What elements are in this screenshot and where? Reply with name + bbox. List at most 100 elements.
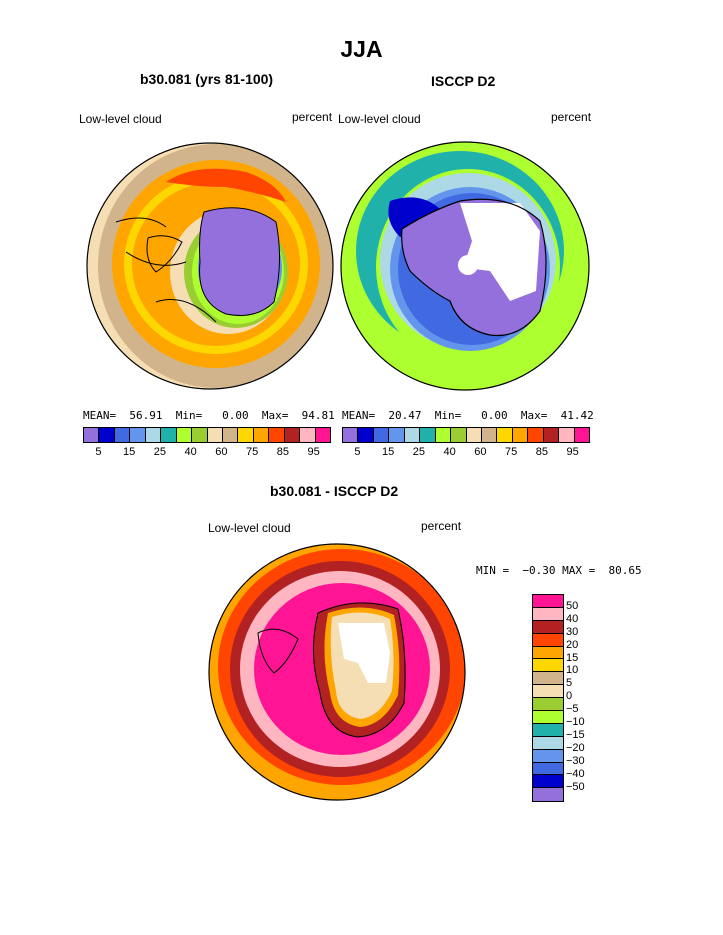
coastline [313, 602, 406, 738]
colorbar-swatch [238, 428, 254, 442]
colorbar-label: 75 [505, 446, 518, 458]
colorbar-label: 0 [566, 690, 573, 703]
colorbar-swatch [533, 749, 563, 763]
colorbar-swatch [222, 428, 239, 442]
colorbar-label: 25 [153, 446, 166, 458]
colorbar-swatch [343, 428, 359, 442]
diff-map-title: b30.081 - ISCCP D2 [270, 483, 399, 499]
colorbar-swatch [533, 620, 563, 634]
colorbar-swatch [420, 428, 436, 442]
colorbar-label: −50 [566, 780, 585, 793]
left-units-label: percent [292, 110, 333, 124]
colorbar-label: 15 [382, 446, 395, 458]
colorbar-swatch [358, 428, 374, 442]
left-colorbar-labels: 5 15 25 40 60 75 85 95 [83, 446, 329, 460]
missing-data [460, 203, 540, 301]
right-variable-label: Low-level cloud [338, 112, 421, 126]
peninsula-coast [146, 235, 183, 273]
colorbar-swatch [512, 428, 529, 442]
colorbar-label: 85 [276, 446, 289, 458]
colorbar-label: 40 [184, 446, 197, 458]
colorbar-label: −5 [566, 703, 579, 716]
colorbar-swatch [533, 698, 563, 712]
missing-data [338, 623, 390, 683]
colorbar-swatch [533, 723, 563, 737]
red-patch [166, 168, 286, 202]
diff-stats: MIN = −0.30 MAX = 80.65 [476, 564, 642, 577]
colorbar-label: 30 [566, 625, 579, 638]
colorbar-label: 40 [443, 446, 456, 458]
colorbar-label: 15 [123, 446, 136, 458]
diff-colorbar [532, 594, 564, 803]
coastline [401, 198, 547, 337]
colorbar-label: 85 [535, 446, 548, 458]
right-colorbar-labels: 5 15 25 40 60 75 85 95 [342, 446, 588, 460]
page-title: JJA [340, 36, 383, 62]
colorbar-swatch [533, 762, 563, 776]
colorbar-swatch [528, 428, 544, 442]
right-stats: MEAN= 20.47 Min= 0.00 Max= 41.42 [342, 409, 594, 422]
colorbar-swatch [192, 428, 208, 442]
colorbar-swatch [533, 607, 563, 621]
colorbar-swatch [533, 646, 563, 660]
colorbar-label: 5 [566, 677, 573, 690]
colorbar-label: 75 [246, 446, 259, 458]
right-polar-map [340, 141, 590, 391]
colorbar-label: 95 [307, 446, 320, 458]
diff-variable-label: Low-level cloud [208, 521, 291, 535]
colorbar-swatch [404, 428, 421, 442]
colorbar-swatch [284, 428, 301, 442]
left-colorbar [83, 427, 331, 443]
colorbar-swatch [176, 428, 193, 442]
colorbar-label: 40 [566, 612, 579, 625]
left-variable-label: Low-level cloud [79, 112, 162, 126]
colorbar-label: −40 [566, 767, 585, 780]
colorbar-swatch [533, 736, 563, 750]
colorbar-swatch [145, 428, 162, 442]
colorbar-label: −20 [566, 741, 585, 754]
colorbar-swatch [481, 428, 498, 442]
peninsula-coast [257, 628, 299, 674]
colorbar-label: 60 [215, 446, 228, 458]
right-colorbar [342, 427, 590, 443]
colorbar-swatch [574, 428, 589, 442]
left-polar-map [86, 142, 334, 390]
colorbar-swatch [533, 672, 563, 686]
colorbar-swatch [543, 428, 560, 442]
colorbar-label: 5 [354, 446, 361, 458]
colorbar-swatch [451, 428, 467, 442]
diff-colorbar-labels: 50 40 30 20 15 10 5 0 −5 −10 −15 −20 −30 −40 −50 [566, 594, 606, 804]
colorbar-label: 20 [566, 638, 579, 651]
colorbar-swatch [466, 428, 482, 442]
colorbar-swatch [253, 428, 270, 442]
colorbar-swatch [315, 428, 330, 442]
colorbar-swatch [533, 775, 563, 789]
colorbar-label: 5 [95, 446, 102, 458]
coastline [199, 207, 281, 316]
colorbar-label: 25 [412, 446, 425, 458]
colorbar-swatch [533, 685, 563, 699]
colorbar-swatch [389, 428, 405, 442]
colorbar-swatch [84, 428, 100, 442]
colorbar-swatch [114, 428, 131, 442]
colorbar-label: 60 [474, 446, 487, 458]
diff-polar-map [208, 543, 466, 801]
colorbar-swatch [300, 428, 316, 442]
colorbar-swatch [533, 711, 563, 724]
colorbar-swatch [559, 428, 575, 442]
colorbar-swatch [533, 788, 563, 802]
colorbar-swatch [533, 633, 563, 647]
colorbar-label: −10 [566, 716, 585, 728]
colorbar-swatch [99, 428, 115, 442]
colorbar-swatch [130, 428, 146, 442]
colorbar-swatch [207, 428, 223, 442]
diff-units-label: percent [421, 519, 462, 533]
colorbar-label: 50 [566, 599, 579, 612]
colorbar-label: 10 [566, 664, 579, 677]
deep-blue-patch [388, 197, 440, 237]
right-units-label: percent [551, 110, 592, 124]
colorbar-swatch [269, 428, 285, 442]
left-map-title: b30.081 (yrs 81-100) [140, 71, 274, 87]
antarctica-interior [199, 207, 280, 316]
colorbar-label: 95 [566, 446, 579, 458]
